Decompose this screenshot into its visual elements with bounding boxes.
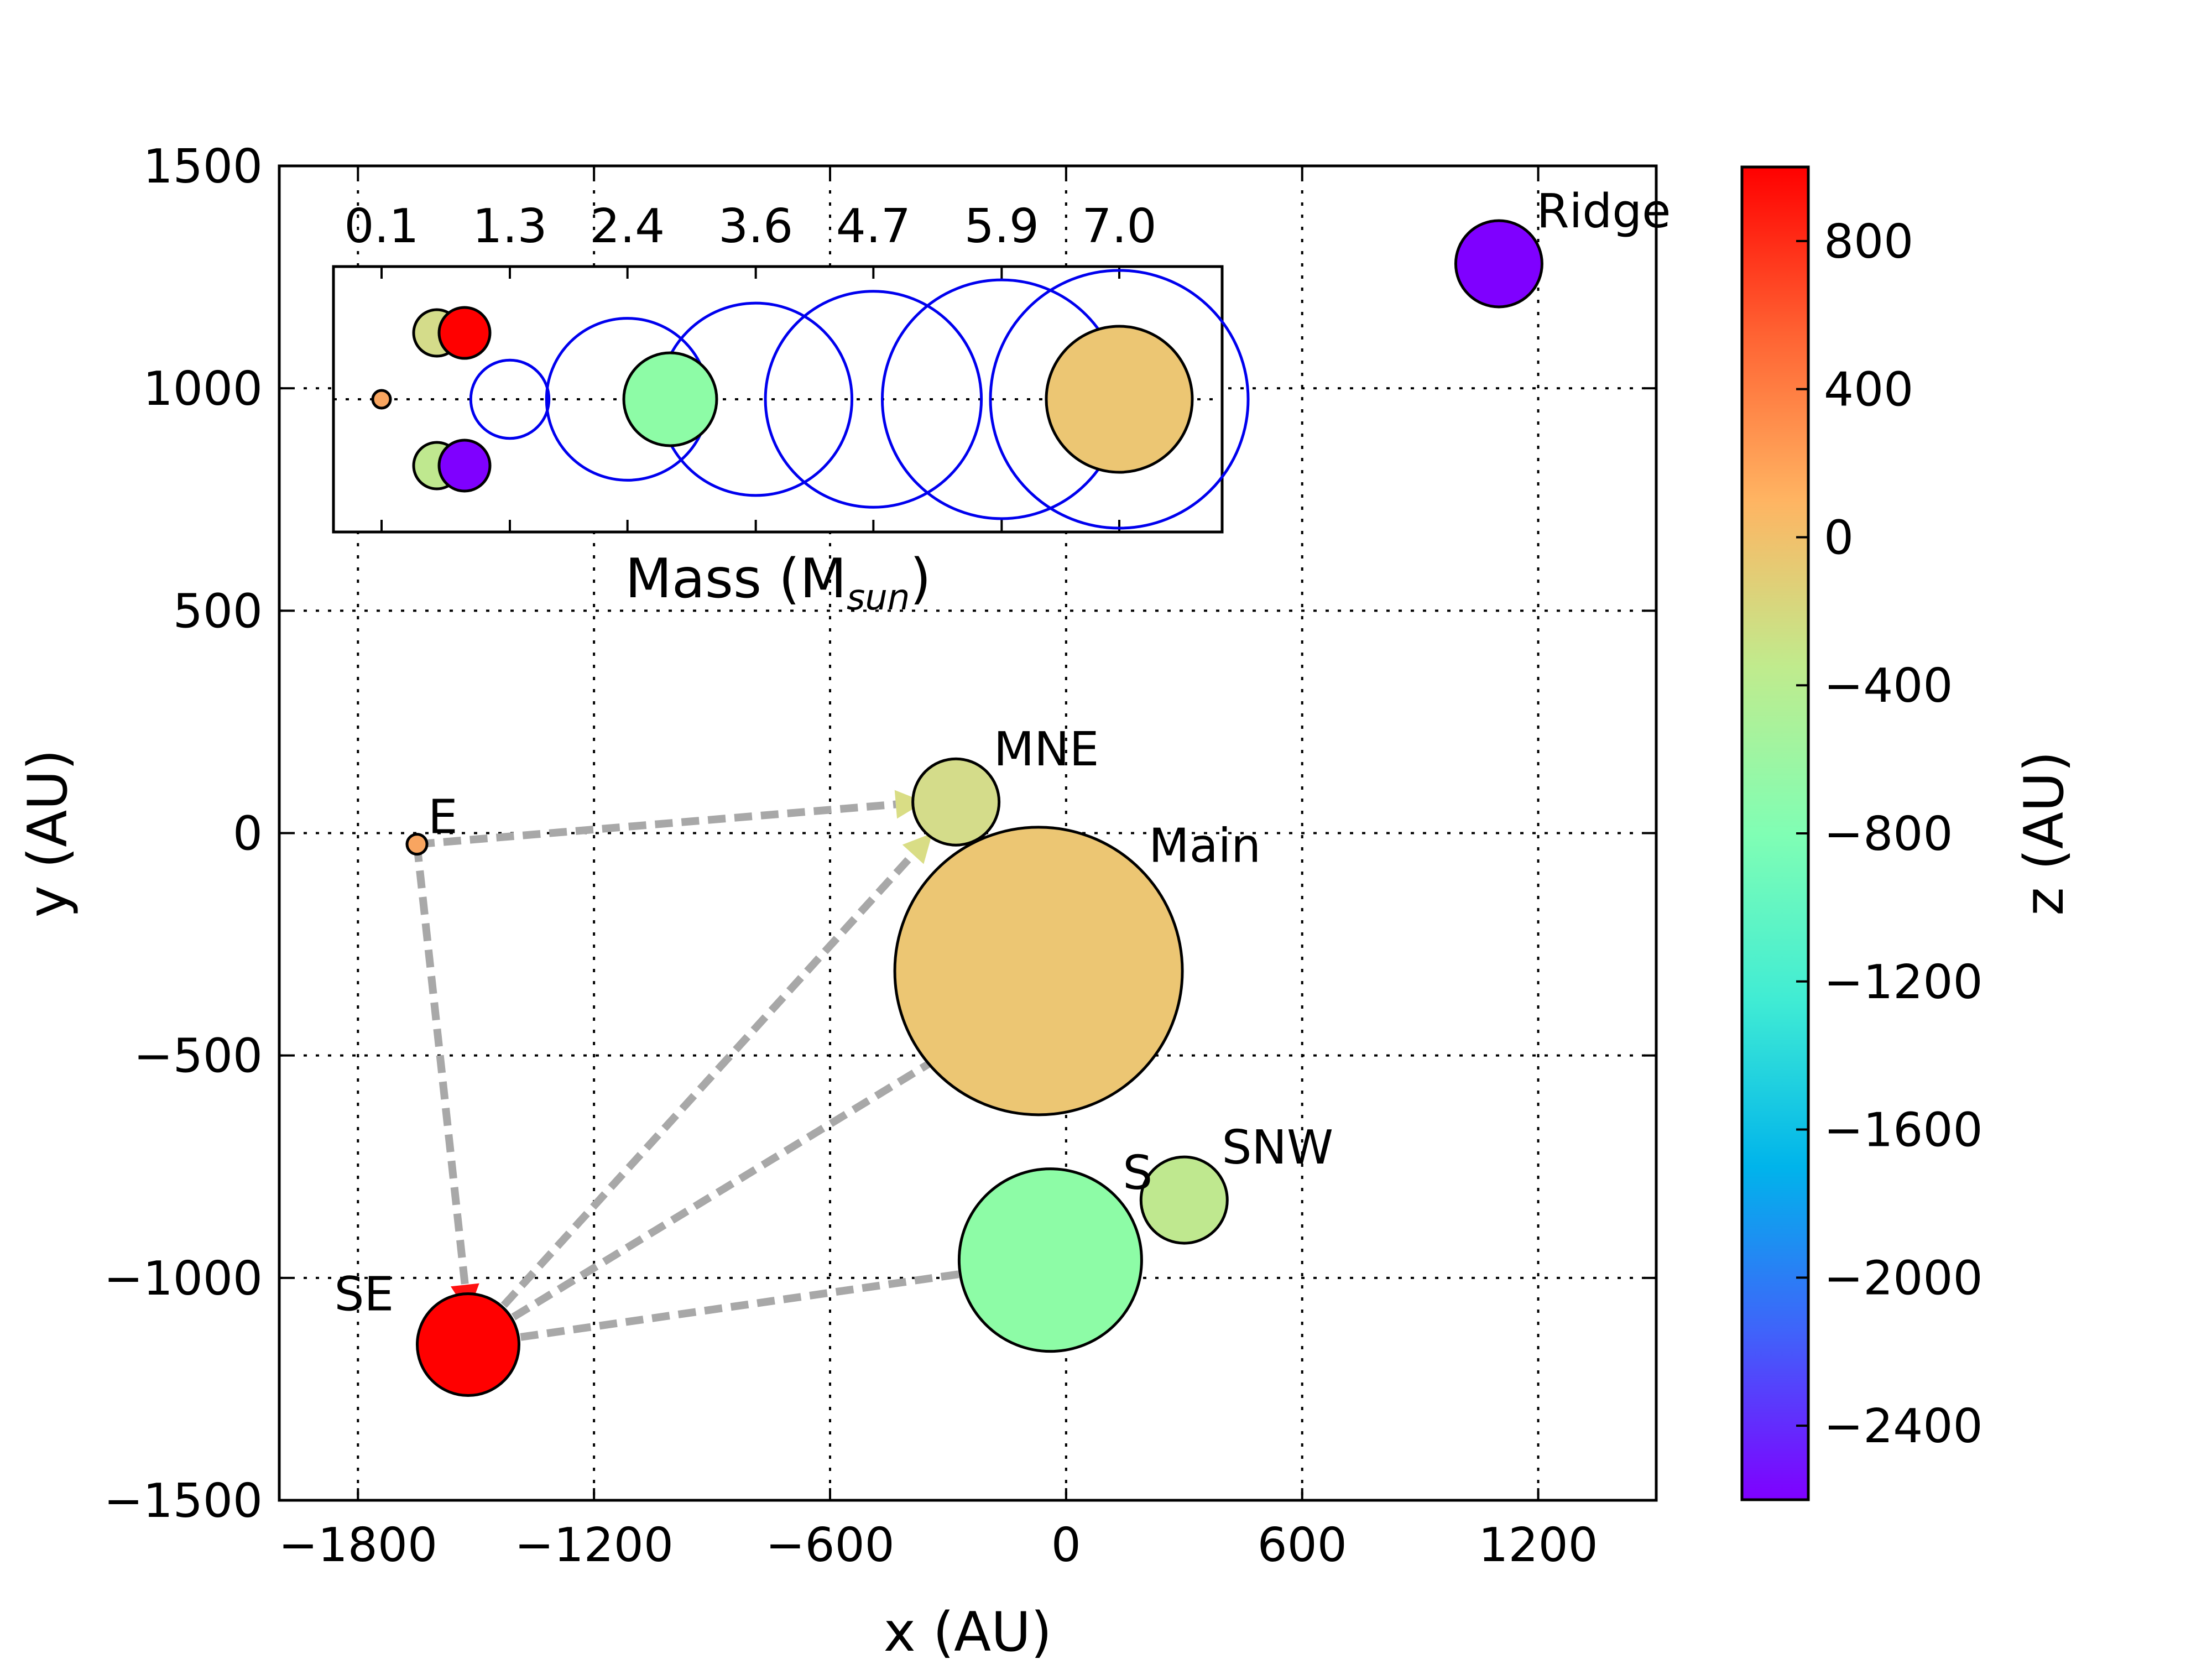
mass-legend-circle xyxy=(437,306,492,360)
x-axis-label: x (AU) xyxy=(884,1601,1052,1659)
inset-axis-label: Mass (Msun) xyxy=(625,547,931,618)
source-label-main: Main xyxy=(1149,819,1261,874)
inset-tick-label: 1.3 xyxy=(472,199,547,254)
motion-arrow xyxy=(467,1269,968,1349)
sources: Ridge MNE E Main SNW S SE xyxy=(334,184,1671,1397)
arrows xyxy=(413,790,995,1349)
motion-arrow xyxy=(413,843,469,1286)
reference-mass-circle xyxy=(989,269,1250,530)
source-mne xyxy=(911,757,1001,847)
colorbar-tick-label: −400 xyxy=(1824,659,1953,713)
y-tick-label: 1000 xyxy=(143,362,263,416)
x-tick-label: 0 xyxy=(1051,1518,1081,1573)
inset-tick-label: 2.4 xyxy=(590,199,665,254)
source-e xyxy=(405,833,429,856)
y-tick-label: 1500 xyxy=(143,139,263,194)
reference-mass-circle xyxy=(764,290,983,509)
source-label-s: S xyxy=(1123,1146,1152,1201)
colorbar-tick-label: 800 xyxy=(1824,215,1913,269)
source-ridge xyxy=(1454,219,1543,309)
colorbar-tick-label: −2400 xyxy=(1824,1399,1983,1454)
inset-tick-label: 3.6 xyxy=(718,199,793,254)
mass-legend-circle xyxy=(437,439,492,493)
y-axis-label: y (AU) xyxy=(17,749,80,917)
x-tick-label: −600 xyxy=(765,1518,894,1573)
source-label-se: SE xyxy=(334,1267,394,1322)
motion-arrow xyxy=(416,800,896,848)
reference-mass-circle xyxy=(469,358,551,440)
y-tick-label: −1000 xyxy=(103,1251,263,1306)
source-label-mne: MNE xyxy=(994,722,1099,777)
x-tick-label: −1200 xyxy=(514,1518,674,1573)
source-main xyxy=(893,826,1184,1117)
inset-tick-label: 4.7 xyxy=(836,199,911,254)
x-tick-label: 1200 xyxy=(1478,1518,1598,1573)
colorbar-tick-label: −800 xyxy=(1824,807,1953,862)
colorbar-label: z (AU) xyxy=(2013,751,2076,916)
source-label-e: E xyxy=(428,790,458,845)
inset-tick-label: 7.0 xyxy=(1082,199,1156,254)
colorbar-tick-label: −1600 xyxy=(1824,1103,1983,1158)
colorbar-tick-label: 0 xyxy=(1824,510,1854,565)
y-tick-label: 500 xyxy=(173,584,263,639)
y-tick-label: 0 xyxy=(233,807,263,862)
x-tick-label: −1800 xyxy=(279,1518,438,1573)
motion-arrow xyxy=(466,1049,950,1348)
inset-tick-label: 5.9 xyxy=(964,199,1039,254)
arrow-head xyxy=(894,790,925,819)
motion-arrow xyxy=(465,852,916,1348)
source-se xyxy=(415,1292,520,1397)
colorbar-tick-label: 400 xyxy=(1824,363,1913,418)
source-s xyxy=(957,1167,1143,1353)
source-label-snw: SNW xyxy=(1222,1120,1333,1175)
mass-legend-circle xyxy=(1045,325,1194,474)
mass-legend-inset: 0.1 1.3 2.4 3.6 4.7 5.9 7.0 Mass (Msun) xyxy=(332,199,1250,618)
mass-legend-circle xyxy=(371,389,392,410)
axis-ticks: −1800 −1200 −600 0 600 1200 −1500 −1000 −500 0 500… xyxy=(103,139,1656,1573)
colorbar-tick-label: −1200 xyxy=(1824,955,1983,1010)
colorbar: 800 400 0 −400 −800 −1200 −1600 −2000 −2400 z (A… xyxy=(1740,165,2076,1501)
inset-tick-label: 0.1 xyxy=(344,199,419,254)
source-snw xyxy=(1139,1155,1229,1245)
y-tick-label: −500 xyxy=(134,1029,263,1084)
source-label-ridge: Ridge xyxy=(1537,184,1671,239)
mass-legend-circle xyxy=(622,351,718,447)
colorbar-tick-label: −2000 xyxy=(1824,1251,1983,1306)
arrow-head xyxy=(902,833,932,864)
y-tick-label: −1500 xyxy=(103,1474,263,1528)
x-tick-label: 600 xyxy=(1258,1518,1347,1573)
